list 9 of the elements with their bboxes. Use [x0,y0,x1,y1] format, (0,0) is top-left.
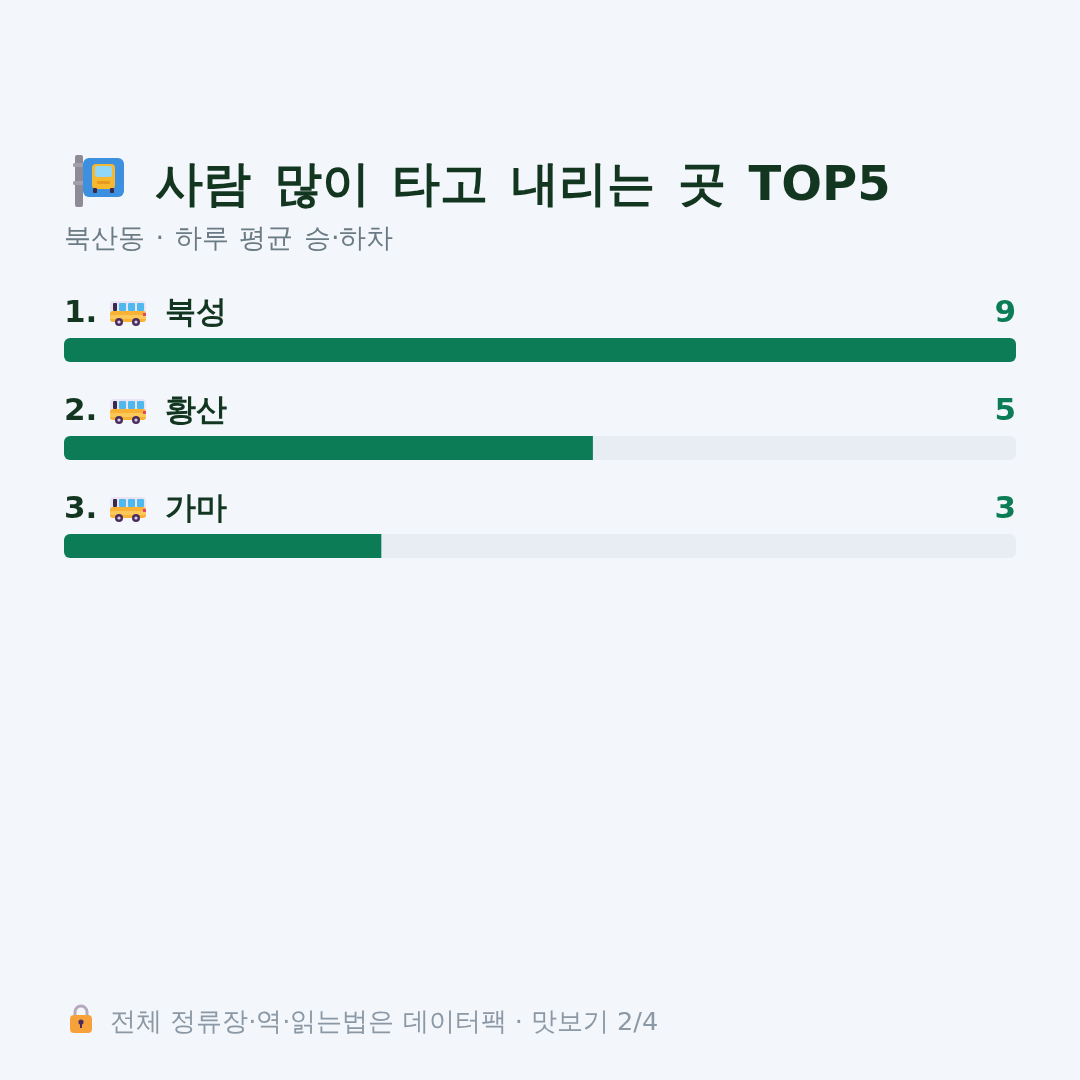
category-label: 3. 가마 [64,489,227,525]
chart-title: 사람 많이 타고 내리는 곳 TOP5 [155,155,891,211]
data-label: 9 [994,293,1016,329]
data-label: 5 [994,391,1016,427]
category-label: 1. 북성 [64,293,227,329]
data-label: 3 [994,489,1016,525]
chart-subtitle: 북산동 · 하루 평균 승·하차 [64,222,394,253]
text: 전체 정류장·역·읽는법은 데이터팩 · 맛보기 2/4 [110,1006,659,1036]
category-label: 2. 황산 [64,391,227,427]
